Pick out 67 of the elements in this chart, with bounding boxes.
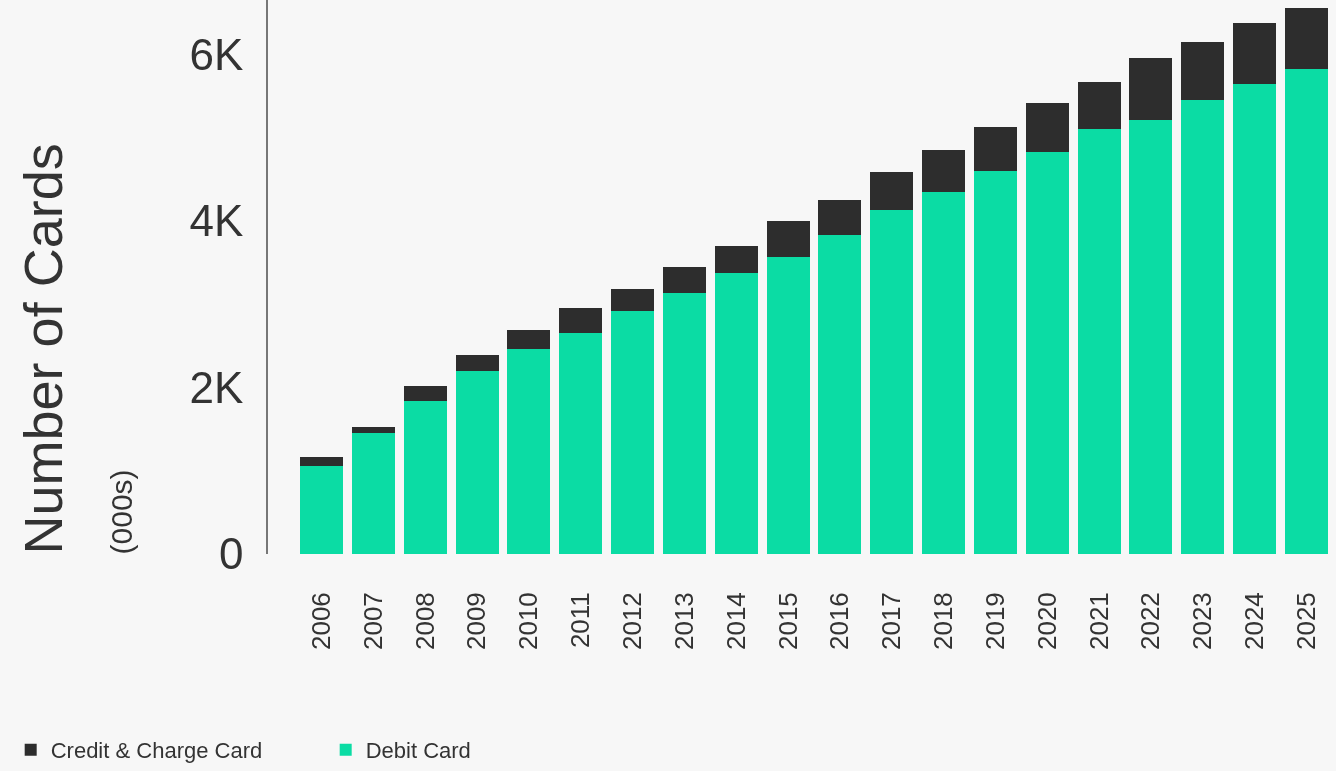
bar bbox=[766, 257, 810, 554]
x-tick-label: 2007 bbox=[357, 592, 388, 651]
bar bbox=[818, 234, 862, 554]
bar bbox=[403, 385, 447, 401]
bar bbox=[507, 329, 551, 350]
bar bbox=[662, 267, 706, 294]
bar bbox=[870, 209, 914, 554]
bar bbox=[1077, 129, 1121, 554]
x-tick-label: 2010 bbox=[513, 592, 544, 651]
bar bbox=[300, 465, 344, 554]
bar bbox=[662, 293, 706, 554]
bar bbox=[611, 310, 655, 554]
x-tick-label: 2018 bbox=[928, 592, 959, 651]
y-axis-title: Number of Cards (000s) bbox=[12, 143, 139, 555]
y-tick-label: 0 bbox=[218, 529, 244, 579]
bar bbox=[559, 333, 603, 554]
bar bbox=[507, 349, 551, 554]
bar bbox=[922, 191, 966, 554]
bar bbox=[714, 273, 758, 554]
bar bbox=[1233, 23, 1277, 85]
bar bbox=[818, 199, 862, 235]
x-tick-label: 2014 bbox=[720, 592, 751, 651]
bar bbox=[714, 245, 758, 274]
x-tick-label: 2016 bbox=[824, 592, 855, 651]
legend-label: Debit Card bbox=[365, 738, 471, 764]
bar bbox=[1129, 119, 1173, 554]
x-tick-label: 2015 bbox=[772, 592, 803, 651]
bar bbox=[403, 400, 447, 554]
bar bbox=[973, 127, 1017, 171]
legend-label: Credit & Charge Card bbox=[50, 738, 263, 764]
x-tick-label: 2020 bbox=[1031, 592, 1062, 651]
x-tick-label: 2012 bbox=[617, 592, 648, 651]
bar bbox=[1025, 151, 1069, 554]
bar bbox=[1233, 84, 1277, 554]
x-tick-label: 2025 bbox=[1290, 592, 1321, 651]
x-tick-label: 2011 bbox=[565, 592, 596, 649]
y-tick-label: 2K bbox=[189, 362, 244, 412]
bar bbox=[351, 433, 395, 554]
x-tick-label: 2022 bbox=[1135, 592, 1166, 651]
y-tick-label: 6K bbox=[189, 29, 244, 79]
bar bbox=[455, 354, 499, 371]
x-tick-label: 2019 bbox=[979, 592, 1010, 651]
x-tick-label: 2017 bbox=[876, 592, 907, 651]
bar bbox=[1025, 103, 1069, 152]
x-tick-label: 2006 bbox=[305, 592, 336, 651]
y-tick-label: 4K bbox=[189, 196, 244, 246]
bar bbox=[455, 370, 499, 554]
x-tick-label: 2013 bbox=[668, 592, 699, 651]
x-tick-label: 2024 bbox=[1239, 592, 1270, 651]
bar bbox=[1129, 58, 1173, 120]
bar bbox=[559, 308, 603, 334]
bar bbox=[870, 171, 914, 210]
bar bbox=[300, 456, 344, 466]
bar bbox=[922, 149, 966, 192]
bar bbox=[973, 170, 1017, 554]
bar bbox=[1077, 81, 1121, 130]
bar bbox=[351, 427, 395, 434]
x-tick-label: 2009 bbox=[461, 592, 492, 651]
bar bbox=[1181, 41, 1225, 100]
x-tick-label: 2021 bbox=[1083, 592, 1114, 651]
bar bbox=[1181, 99, 1225, 554]
bar bbox=[1284, 69, 1328, 554]
x-tick-label: 2023 bbox=[1187, 592, 1218, 651]
x-tick-label: 2008 bbox=[409, 592, 440, 651]
bar bbox=[1284, 7, 1328, 70]
bar bbox=[611, 289, 655, 311]
bar bbox=[766, 220, 810, 258]
